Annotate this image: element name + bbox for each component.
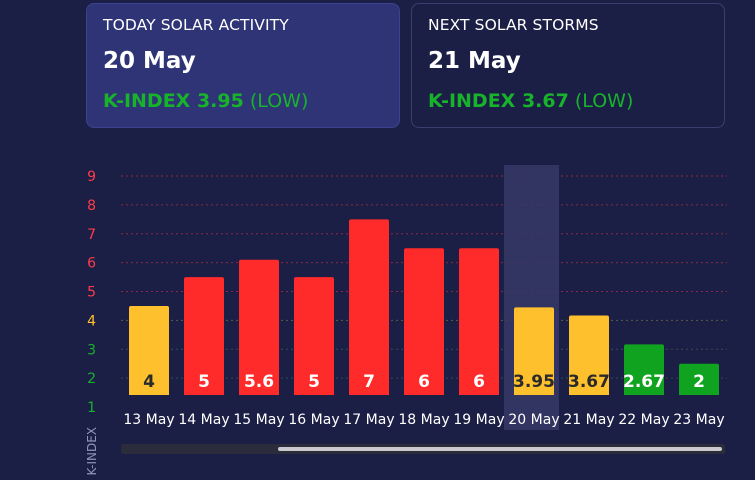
chart-scrollbar[interactable] [121, 444, 725, 454]
bar-20-may [514, 307, 554, 395]
bar-value-label: 7 [363, 372, 375, 392]
bar-value-label: 5 [308, 372, 320, 392]
bar-19-may [459, 248, 499, 395]
y-tick-label: 6 [87, 256, 96, 272]
scrollbar-thumb[interactable] [278, 447, 722, 451]
x-tick-label: 13 May [123, 412, 174, 428]
bar-value-label: 4 [143, 372, 155, 392]
x-tick-label: 20 May [508, 412, 559, 428]
x-tick-label: 21 May [563, 412, 614, 428]
k-index-reading: K-INDEX 3.67 (LOW) [428, 90, 708, 112]
bar-value-label: 3.67 [568, 372, 610, 392]
bar-14-may [184, 277, 224, 395]
y-tick-label: 5 [87, 285, 96, 301]
k-index-level: (LOW) [574, 90, 634, 112]
bar-value-label: 2 [693, 372, 705, 392]
k-index-level: (LOW) [249, 90, 309, 112]
x-tick-label: 14 May [178, 412, 229, 428]
card-date: 21 May [428, 48, 521, 74]
x-tick-label: 19 May [453, 412, 504, 428]
x-tick-label: 22 May [618, 412, 669, 428]
k-index-value: K-INDEX 3.95 [103, 90, 244, 112]
bar-22-may [624, 344, 664, 395]
y-tick-label: 9 [87, 169, 96, 185]
bar-value-label: 5 [198, 372, 210, 392]
y-tick-label: 4 [87, 313, 96, 329]
next-solar-storms-card: NEXT SOLAR STORMS 21 May K-INDEX 3.67 (L… [411, 3, 725, 128]
k-index-reading: K-INDEX 3.95 (LOW) [103, 90, 383, 112]
x-tick-label: 16 May [288, 412, 339, 428]
x-tick-label: 18 May [398, 412, 449, 428]
card-date: 20 May [103, 48, 196, 74]
bar-value-label: 6 [418, 372, 430, 392]
card-title: NEXT SOLAR STORMS [428, 16, 599, 34]
x-tick-label: 15 May [233, 412, 284, 428]
bar-value-label: 5.6 [244, 372, 274, 392]
bar-value-label: 6 [473, 372, 485, 392]
bar-13-may [129, 305, 169, 395]
x-tick-label: 17 May [343, 412, 394, 428]
today-solar-activity-card: TODAY SOLAR ACTIVITY 20 May K-INDEX 3.95… [86, 3, 400, 128]
bar-16-may [294, 277, 334, 395]
bar-value-label: 3.95 [513, 372, 555, 392]
bar-15-may [239, 259, 279, 395]
bar-value-label: 2.67 [623, 372, 665, 392]
card-title: TODAY SOLAR ACTIVITY [103, 16, 289, 34]
y-tick-label: 7 [87, 227, 96, 243]
bar-23-may [679, 363, 719, 395]
bar-21-may [569, 315, 609, 395]
y-tick-label: 3 [87, 342, 96, 358]
y-tick-label: 2 [87, 371, 96, 387]
bar-18-may [404, 248, 444, 395]
bar-17-may [349, 219, 389, 395]
x-tick-label: 23 May [673, 412, 724, 428]
y-tick-label: 1 [87, 400, 96, 416]
y-tick-label: 8 [87, 198, 96, 214]
k-index-value: K-INDEX 3.67 [428, 90, 569, 112]
y-axis-title: K-INDEX [85, 427, 99, 476]
